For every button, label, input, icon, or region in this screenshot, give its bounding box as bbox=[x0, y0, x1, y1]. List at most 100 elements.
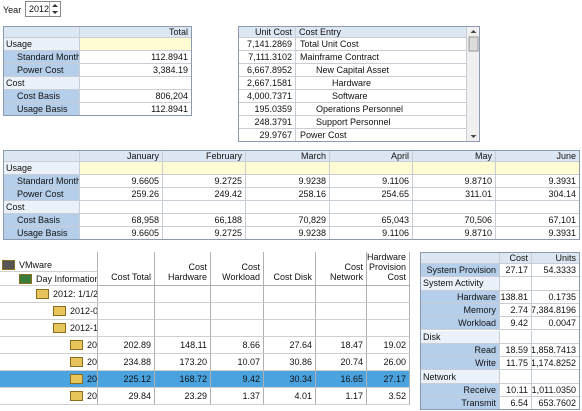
unit-cost: 7,111.3102 bbox=[238, 51, 296, 64]
row-label: Memory bbox=[420, 303, 500, 318]
scrollbar[interactable] bbox=[467, 26, 480, 142]
cost-entry: Operations Personnel bbox=[296, 103, 467, 116]
value-cell: 11.75 bbox=[500, 357, 532, 371]
row-label: Cost Basis bbox=[3, 90, 80, 103]
value-cell: 70,506 bbox=[413, 214, 496, 227]
value-cell: 20.74 bbox=[316, 354, 367, 371]
value-cell: 4.01 bbox=[264, 388, 316, 405]
section-cell bbox=[500, 277, 532, 291]
header-corner bbox=[420, 252, 500, 264]
column-header: February bbox=[163, 150, 246, 162]
cost-entry-list bbox=[238, 26, 480, 142]
section-label: Cost bbox=[3, 77, 80, 90]
value-cell bbox=[316, 286, 367, 303]
section-label: Cost bbox=[3, 201, 80, 214]
node-label[interactable]: 2012- bbox=[87, 374, 98, 384]
section-cell bbox=[413, 162, 496, 175]
value-cell bbox=[264, 320, 316, 337]
value-cell: 66,188 bbox=[163, 214, 246, 227]
section-cell bbox=[246, 201, 330, 214]
value-cell bbox=[98, 320, 155, 337]
column-header: Cost Total bbox=[98, 252, 155, 286]
value-cell bbox=[98, 303, 155, 320]
tree-node: 2012-09: bbox=[0, 303, 98, 320]
value-cell: 148.11 bbox=[155, 337, 211, 354]
value-cell: 9.9238 bbox=[246, 175, 330, 188]
value-cell: 3.52 bbox=[367, 388, 410, 405]
value-cell bbox=[155, 320, 211, 337]
summary-table bbox=[3, 26, 192, 116]
value-cell: 225.12 bbox=[98, 371, 155, 388]
row-label: Hardware bbox=[420, 290, 500, 304]
column-header: Hardware Provision Cost bbox=[367, 252, 410, 286]
detail-table bbox=[420, 252, 580, 411]
row-label: Cost Basis bbox=[3, 214, 80, 227]
value-cell: 65,043 bbox=[330, 214, 413, 227]
value-cell: 18.47 bbox=[316, 337, 367, 354]
tree-node: VMware bbox=[0, 258, 98, 272]
row-label: Standard Months bbox=[3, 51, 80, 64]
value-cell: 18.59 bbox=[500, 343, 532, 358]
value-cell: 16.65 bbox=[316, 371, 367, 388]
node-label[interactable]: Day Information bbox=[36, 273, 98, 284]
tree-node: 2012-10: bbox=[0, 320, 98, 337]
section-cell bbox=[500, 330, 532, 344]
node-label[interactable]: 2012- bbox=[87, 340, 98, 350]
value-cell: 202.89 bbox=[98, 337, 155, 354]
year-value: 2012 bbox=[29, 4, 50, 14]
node-icon bbox=[2, 259, 15, 270]
cost-entry: Support Personnel bbox=[296, 116, 467, 129]
value-cell: 258.16 bbox=[246, 188, 330, 201]
cost-entry: New Capital Asset bbox=[296, 64, 467, 77]
node-icon bbox=[36, 289, 49, 299]
node-label[interactable]: 2012- bbox=[87, 391, 98, 401]
node-label[interactable]: 2012- bbox=[87, 357, 98, 367]
node-icon bbox=[70, 357, 83, 367]
value-cell: 173.20 bbox=[155, 354, 211, 371]
value-cell bbox=[367, 320, 410, 337]
section-cell bbox=[413, 201, 496, 214]
row-label: Receive bbox=[420, 383, 500, 397]
section-cell bbox=[80, 162, 163, 175]
node-icon bbox=[53, 306, 66, 316]
year-spinner[interactable]: 2012 bbox=[25, 1, 61, 17]
value-cell: 30.34 bbox=[264, 371, 316, 388]
value-cell: 23.29 bbox=[155, 388, 211, 405]
node-label[interactable]: 2012-10: bbox=[70, 323, 98, 333]
column-header: May bbox=[413, 150, 496, 162]
value-cell: 259.26 bbox=[80, 188, 163, 201]
node-label[interactable]: 2012-09: bbox=[70, 306, 98, 316]
value-cell: 9.8710 bbox=[413, 175, 496, 188]
node-icon bbox=[53, 323, 66, 333]
section-label: System Activity bbox=[420, 277, 500, 291]
section-label: Disk bbox=[420, 330, 500, 344]
value-cell: 9.42 bbox=[500, 317, 532, 331]
cost-entry: Hardware bbox=[296, 77, 467, 90]
value-cell: 27.64 bbox=[264, 337, 316, 354]
value-cell: 27.17 bbox=[367, 371, 410, 388]
value-cell: 10.07 bbox=[211, 354, 264, 371]
unit-cost: 2,667.1581 bbox=[238, 77, 296, 90]
unit-cost: 4,000.7371 bbox=[238, 90, 296, 103]
row-label: Read bbox=[420, 343, 500, 358]
value-cell: 29.84 bbox=[98, 388, 155, 405]
value-cell bbox=[264, 303, 316, 320]
tree-node: 2012- bbox=[0, 337, 98, 354]
value-cell: 234.88 bbox=[98, 354, 155, 371]
node-label[interactable]: 2012: 1/1/2012 bbox=[53, 289, 98, 299]
row-label: System Provision bbox=[420, 264, 500, 278]
value-cell: 2.74 bbox=[500, 303, 532, 318]
row-label: Workload bbox=[420, 317, 500, 331]
value-cell bbox=[211, 286, 264, 303]
value-cell bbox=[264, 286, 316, 303]
column-header: January bbox=[80, 150, 163, 162]
value-cell: 9.1106 bbox=[330, 175, 413, 188]
spin-buttons[interactable] bbox=[49, 2, 60, 16]
tree-node: 2012- bbox=[0, 371, 98, 388]
node-label[interactable]: VMware bbox=[19, 259, 53, 270]
cost-entry: Software bbox=[296, 90, 467, 103]
column-header: Cost Disk bbox=[264, 252, 316, 286]
value-cell bbox=[367, 303, 410, 320]
section-cell bbox=[330, 201, 413, 214]
